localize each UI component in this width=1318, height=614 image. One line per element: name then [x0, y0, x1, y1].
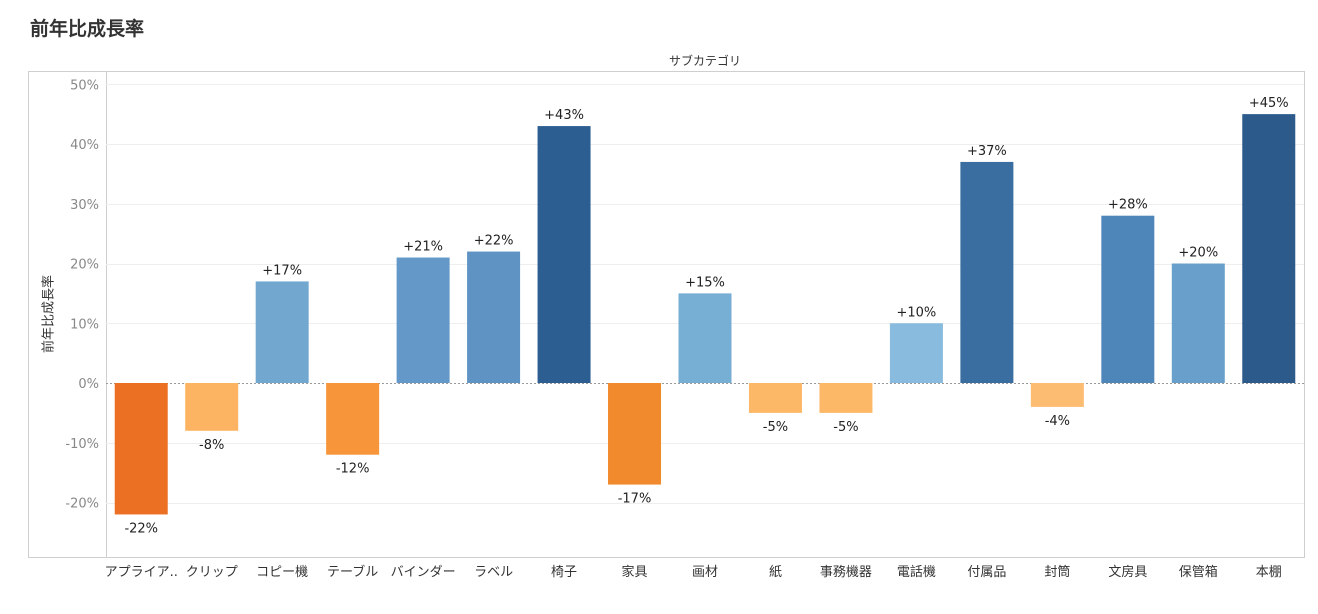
x-tick-label: 紙 [769, 565, 782, 580]
bar [185, 383, 239, 431]
bar [678, 293, 732, 383]
y-tick-label: 10% [70, 317, 99, 332]
x-tick-label: 本棚 [1256, 565, 1282, 580]
x-tick-label: 文房具 [1108, 564, 1147, 580]
chart-title: 前年比成長率 [30, 18, 145, 40]
x-tick-label: 椅子 [551, 565, 577, 580]
x-tick-label: ラベル [474, 565, 513, 580]
y-tick-label: 20% [70, 258, 99, 273]
data-label: +43% [544, 108, 584, 123]
bar [960, 161, 1014, 383]
data-label: -5% [763, 420, 788, 435]
bar [1171, 263, 1225, 383]
x-tick-label: アプライア.. [105, 565, 178, 580]
data-label: -22% [124, 521, 158, 536]
x-tick-label: バインダー [391, 565, 456, 580]
data-label: -8% [199, 438, 224, 453]
data-label: +20% [1178, 246, 1218, 261]
data-label: -17% [618, 492, 652, 507]
x-tick-label: 保管箱 [1179, 564, 1218, 580]
data-label: -5% [833, 420, 858, 435]
bar [819, 383, 873, 413]
x-tick-label: コピー機 [256, 565, 308, 580]
bar [326, 383, 380, 455]
y-tick-label: 50% [70, 78, 99, 93]
chart-frame [28, 71, 1305, 558]
x-tick-label: 事務機器 [820, 565, 872, 580]
bar [748, 383, 802, 413]
data-label: +22% [474, 234, 514, 249]
data-label: +17% [262, 263, 302, 278]
bar [608, 383, 662, 485]
bar [396, 257, 450, 383]
data-label: +45% [1249, 96, 1289, 111]
bar [114, 383, 168, 515]
x-tick-label: 家具 [622, 564, 648, 580]
x-tick-label: 封筒 [1044, 564, 1070, 580]
data-label: +21% [403, 240, 443, 255]
data-label: +15% [685, 275, 725, 290]
bar [467, 251, 521, 383]
data-label: -4% [1045, 414, 1070, 429]
data-label: +28% [1108, 198, 1148, 213]
bar [255, 281, 309, 383]
x-tick-label: 画材 [692, 565, 718, 580]
y-tick-label: 40% [70, 138, 99, 153]
y-tick-label: 0% [78, 377, 99, 392]
bar [537, 126, 591, 383]
bar [1030, 383, 1084, 407]
data-label: +37% [967, 144, 1007, 159]
bar [1101, 215, 1155, 383]
x-tick-label: 付属品 [967, 565, 1006, 580]
x-axis-header: サブカテゴリ [668, 54, 741, 68]
data-label: +10% [897, 305, 937, 320]
x-tick-label: クリップ [186, 565, 238, 580]
y-tick-label: -20% [65, 497, 99, 512]
bar [889, 323, 943, 383]
x-tick-label: 電話機 [897, 564, 936, 580]
data-label: -12% [336, 462, 370, 477]
bar [1242, 114, 1296, 383]
y-tick-label: -10% [65, 437, 99, 452]
y-tick-label: 30% [70, 198, 99, 213]
x-tick-label: テーブル [327, 564, 378, 580]
